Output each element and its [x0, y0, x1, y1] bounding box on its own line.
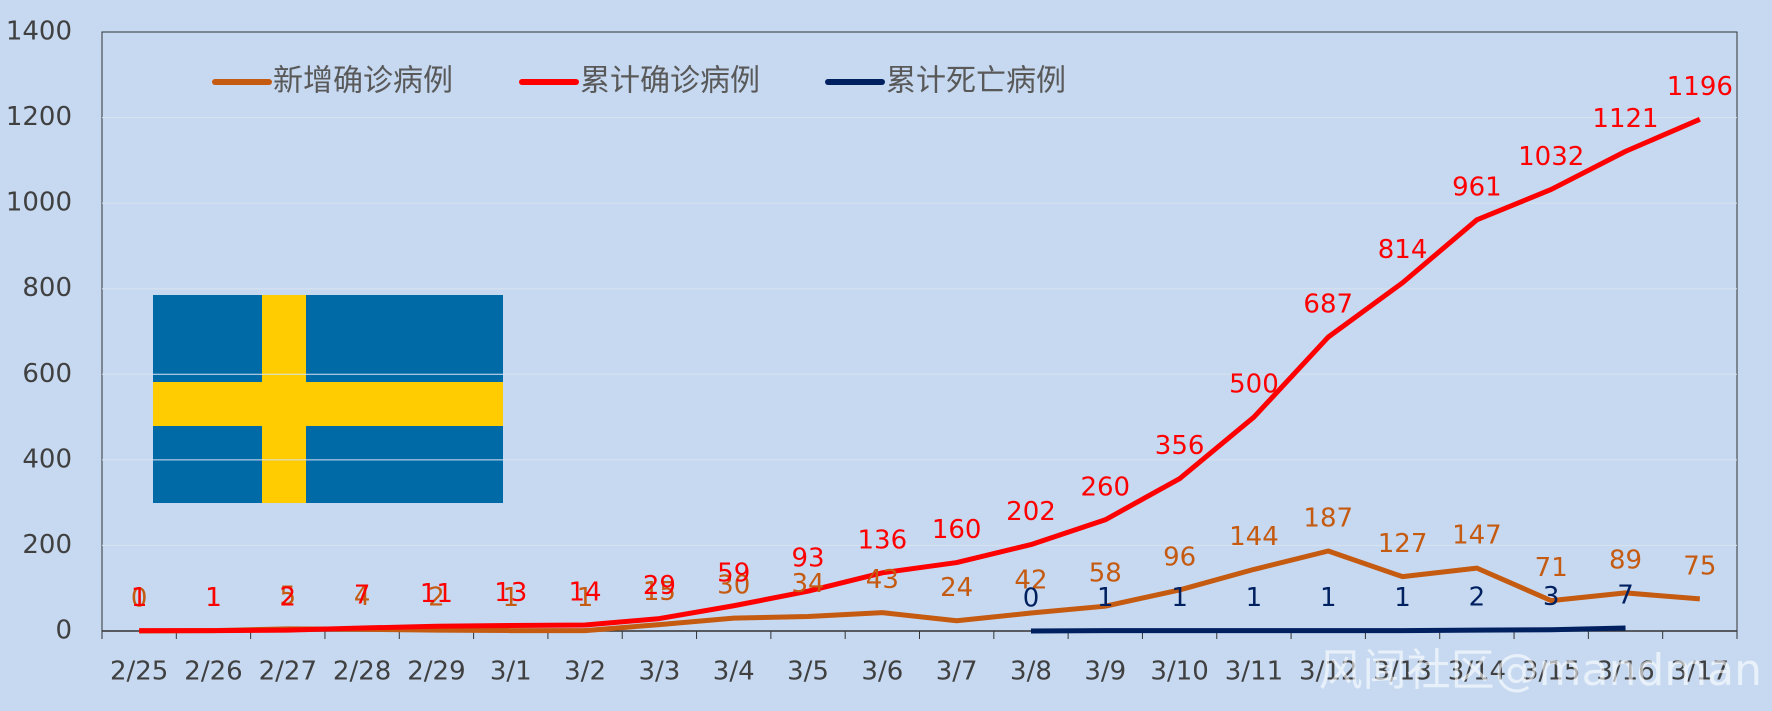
- data-label: 93: [791, 544, 824, 574]
- x-tick-label: 2/25: [110, 657, 168, 687]
- y-tick-label: 1400: [6, 17, 72, 47]
- x-tick-label: 3/12: [1299, 657, 1357, 687]
- data-label: 356: [1155, 431, 1205, 461]
- data-label: 687: [1303, 290, 1353, 320]
- data-label: 1196: [1667, 72, 1733, 102]
- data-label: 260: [1080, 472, 1130, 502]
- x-tick-label: 2/26: [184, 657, 242, 687]
- x-tick-label: 3/10: [1150, 657, 1208, 687]
- data-label: 2: [280, 583, 297, 613]
- y-tick-label: 400: [22, 444, 72, 474]
- x-tick-label: 3/5: [787, 657, 829, 687]
- data-label: 1032: [1518, 142, 1584, 172]
- x-tick-label: 3/9: [1084, 657, 1126, 687]
- data-label: 136: [858, 525, 908, 555]
- y-tick-label: 800: [22, 273, 72, 303]
- data-label: 814: [1378, 235, 1428, 265]
- y-tick-label: 1200: [6, 102, 72, 132]
- x-tick-label: 3/3: [638, 657, 680, 687]
- data-label: 7: [1617, 581, 1634, 611]
- data-label: 59: [717, 558, 750, 588]
- x-tick-label: 3/8: [1010, 657, 1052, 687]
- data-label: 1121: [1592, 104, 1658, 134]
- x-tick-label: 3/4: [713, 657, 755, 687]
- data-label: 11: [420, 579, 453, 609]
- data-label: 14: [569, 578, 602, 608]
- data-label: 58: [1089, 559, 1122, 589]
- data-label: 1: [1171, 583, 1188, 613]
- data-label: 75: [1683, 551, 1716, 581]
- data-label: 24: [940, 573, 973, 603]
- y-tick-label: 600: [22, 359, 72, 389]
- data-label: 2: [1469, 583, 1486, 613]
- x-tick-label: 3/2: [564, 657, 606, 687]
- x-tick-label: 3/6: [861, 657, 903, 687]
- data-label: 34: [791, 569, 824, 599]
- data-label: 89: [1609, 545, 1642, 575]
- flag: [153, 295, 503, 503]
- y-tick-label: 200: [22, 530, 72, 560]
- data-label: 13: [494, 578, 527, 608]
- data-label: 1: [1097, 583, 1114, 613]
- y-tick-label: 0: [55, 616, 72, 646]
- data-label: 1: [577, 583, 594, 613]
- data-label: 15: [643, 577, 676, 607]
- data-label: 71: [1535, 553, 1568, 583]
- data-label: 1: [205, 583, 222, 613]
- data-label: 30: [717, 571, 750, 601]
- data-label: 1: [1320, 583, 1337, 613]
- data-label: 1: [1394, 583, 1411, 613]
- y-tick-label: 1000: [6, 188, 72, 218]
- data-label: 96: [1163, 542, 1196, 572]
- data-label: 961: [1452, 172, 1502, 202]
- data-label: 29: [643, 571, 676, 601]
- data-label: 1: [502, 583, 519, 613]
- series-line: [139, 548, 1701, 634]
- data-label: 187: [1303, 503, 1353, 533]
- legend-label: 新增确诊病例: [273, 64, 453, 99]
- data-label: 42: [1014, 566, 1047, 596]
- series-line: [1030, 625, 1626, 634]
- x-tick-label: 3/16: [1596, 657, 1654, 687]
- x-tick-label: 2/27: [259, 657, 317, 687]
- data-label: 3: [1543, 582, 1560, 612]
- x-tick-label: 3/1: [490, 657, 532, 687]
- x-tick-label: 2/29: [407, 657, 465, 687]
- x-tick-label: 2/28: [333, 657, 391, 687]
- x-tick-label: 3/13: [1373, 657, 1431, 687]
- data-label: 5: [280, 581, 297, 611]
- x-tick-label: 3/11: [1225, 657, 1283, 687]
- data-label: 43: [866, 565, 899, 595]
- x-tick-label: 3/17: [1671, 657, 1729, 687]
- data-label: 0: [131, 584, 148, 614]
- data-label: 0: [1023, 584, 1040, 614]
- watermark: 风闻社区@mandman: [1319, 645, 1762, 696]
- data-label: 160: [932, 515, 982, 545]
- data-label: 147: [1452, 521, 1502, 551]
- legend-label: 累计死亡病例: [886, 64, 1066, 99]
- data-label: 1: [131, 583, 148, 613]
- data-label: 127: [1378, 529, 1428, 559]
- legend-label: 累计确诊病例: [580, 64, 760, 99]
- data-label: 7: [354, 581, 371, 611]
- data-label: 500: [1229, 370, 1279, 400]
- data-label: 144: [1229, 522, 1279, 552]
- x-tick-label: 3/15: [1522, 657, 1580, 687]
- data-label: 1: [205, 583, 222, 613]
- data-label: 202: [1006, 497, 1056, 527]
- x-tick-label: 3/14: [1448, 657, 1506, 687]
- series-line: [139, 116, 1701, 634]
- data-label: 1: [1246, 583, 1263, 613]
- data-label: 2: [428, 583, 445, 613]
- x-tick-label: 3/7: [936, 657, 978, 687]
- data-label: 4: [354, 582, 371, 612]
